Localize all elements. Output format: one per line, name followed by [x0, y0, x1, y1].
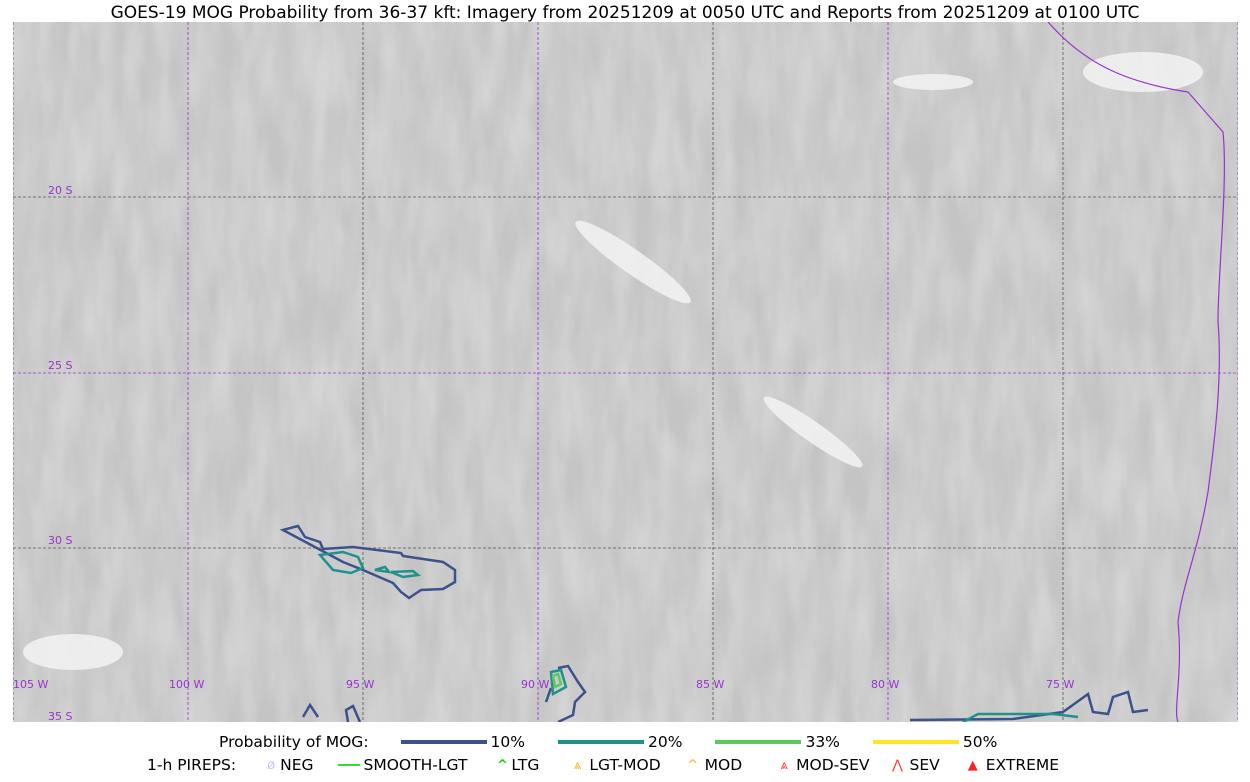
lon-label-95w: 95 W	[346, 678, 374, 691]
lon-label-85w: 85 W	[696, 678, 724, 691]
lat-lon-grid	[13, 22, 1238, 722]
legend-label: 33%	[805, 733, 840, 751]
caret-icon: ^	[687, 757, 699, 773]
legend-ltg: ^ LTG	[493, 756, 539, 774]
pireps-legend-title: 1-h PIREPS:	[147, 756, 237, 774]
pireps-legend: 1-h PIREPS: ø NEG SMOOTH-LGT ^ LTG ⩓ LGT-MO…	[147, 756, 1059, 774]
coastline	[1047, 22, 1225, 722]
lon-label-100w: 100 W	[169, 678, 204, 691]
lat-label-30s: 30 S	[48, 534, 72, 547]
double-caret-icon: ⋀	[892, 757, 903, 773]
lat-label-35s: 35 S	[48, 710, 72, 722]
caret-icon: ^	[496, 757, 508, 773]
lat-label-25s: 25 S	[48, 359, 72, 372]
figure-title: GOES-19 MOG Probability from 36-37 kft: …	[110, 3, 1140, 23]
double-caret-underline-icon: ⩓	[780, 757, 788, 773]
legend-10pct: 10%	[400, 733, 525, 751]
mog-contours	[279, 524, 1149, 722]
legend-neg: ø NEG	[262, 756, 313, 774]
neg-icon: ø	[267, 757, 276, 773]
grid-labels: 20 S 25 S 30 S 35 S 105 W 100 W 95 W 90 …	[13, 184, 1074, 722]
lon-label-90w: 90 W	[521, 678, 549, 691]
legend-label: 20%	[648, 733, 683, 751]
probability-legend-title: Probability of MOG:	[219, 733, 369, 751]
line-swatch-33	[715, 740, 802, 744]
legend-label: 10%	[490, 733, 525, 751]
smooth-lgt-line-icon	[337, 764, 360, 766]
line-swatch-50	[872, 740, 959, 744]
lon-label-105w: 105 W	[13, 678, 48, 691]
satellite-map: 20 S 25 S 30 S 35 S 105 W 100 W 95 W 90 …	[13, 22, 1238, 722]
legend-mod-sev: ⩓ MOD-SEV	[772, 756, 870, 774]
legend-mod: ^ MOD	[681, 756, 742, 774]
legend-smooth-lgt: SMOOTH-LGT	[337, 756, 467, 774]
lon-label-75w: 75 W	[1046, 678, 1074, 691]
legend-33pct: 33%	[715, 733, 840, 751]
legend-50pct: 50%	[872, 733, 998, 751]
line-swatch-10	[400, 740, 487, 744]
probability-legend: Probability of MOG: 10% 20% 33% 50%	[219, 733, 997, 751]
bright-cloud-features	[23, 52, 1203, 670]
lat-label-20s: 20 S	[48, 184, 72, 197]
filled-triangle-icon: ▲	[967, 757, 978, 773]
imagery-texture	[13, 22, 1238, 722]
legend-sev: ⋀ SEV	[886, 756, 940, 774]
legend-label: 50%	[962, 733, 998, 751]
legend-lgt-mod: ⩓ LGT-MOD	[565, 756, 661, 774]
legend-20pct: 20%	[558, 733, 682, 751]
caret-underline-icon: ⩓	[573, 757, 582, 773]
line-swatch-20	[558, 740, 644, 744]
lon-label-80w: 80 W	[871, 678, 899, 691]
legend-extreme: ▲ EXTREME	[960, 756, 1059, 774]
